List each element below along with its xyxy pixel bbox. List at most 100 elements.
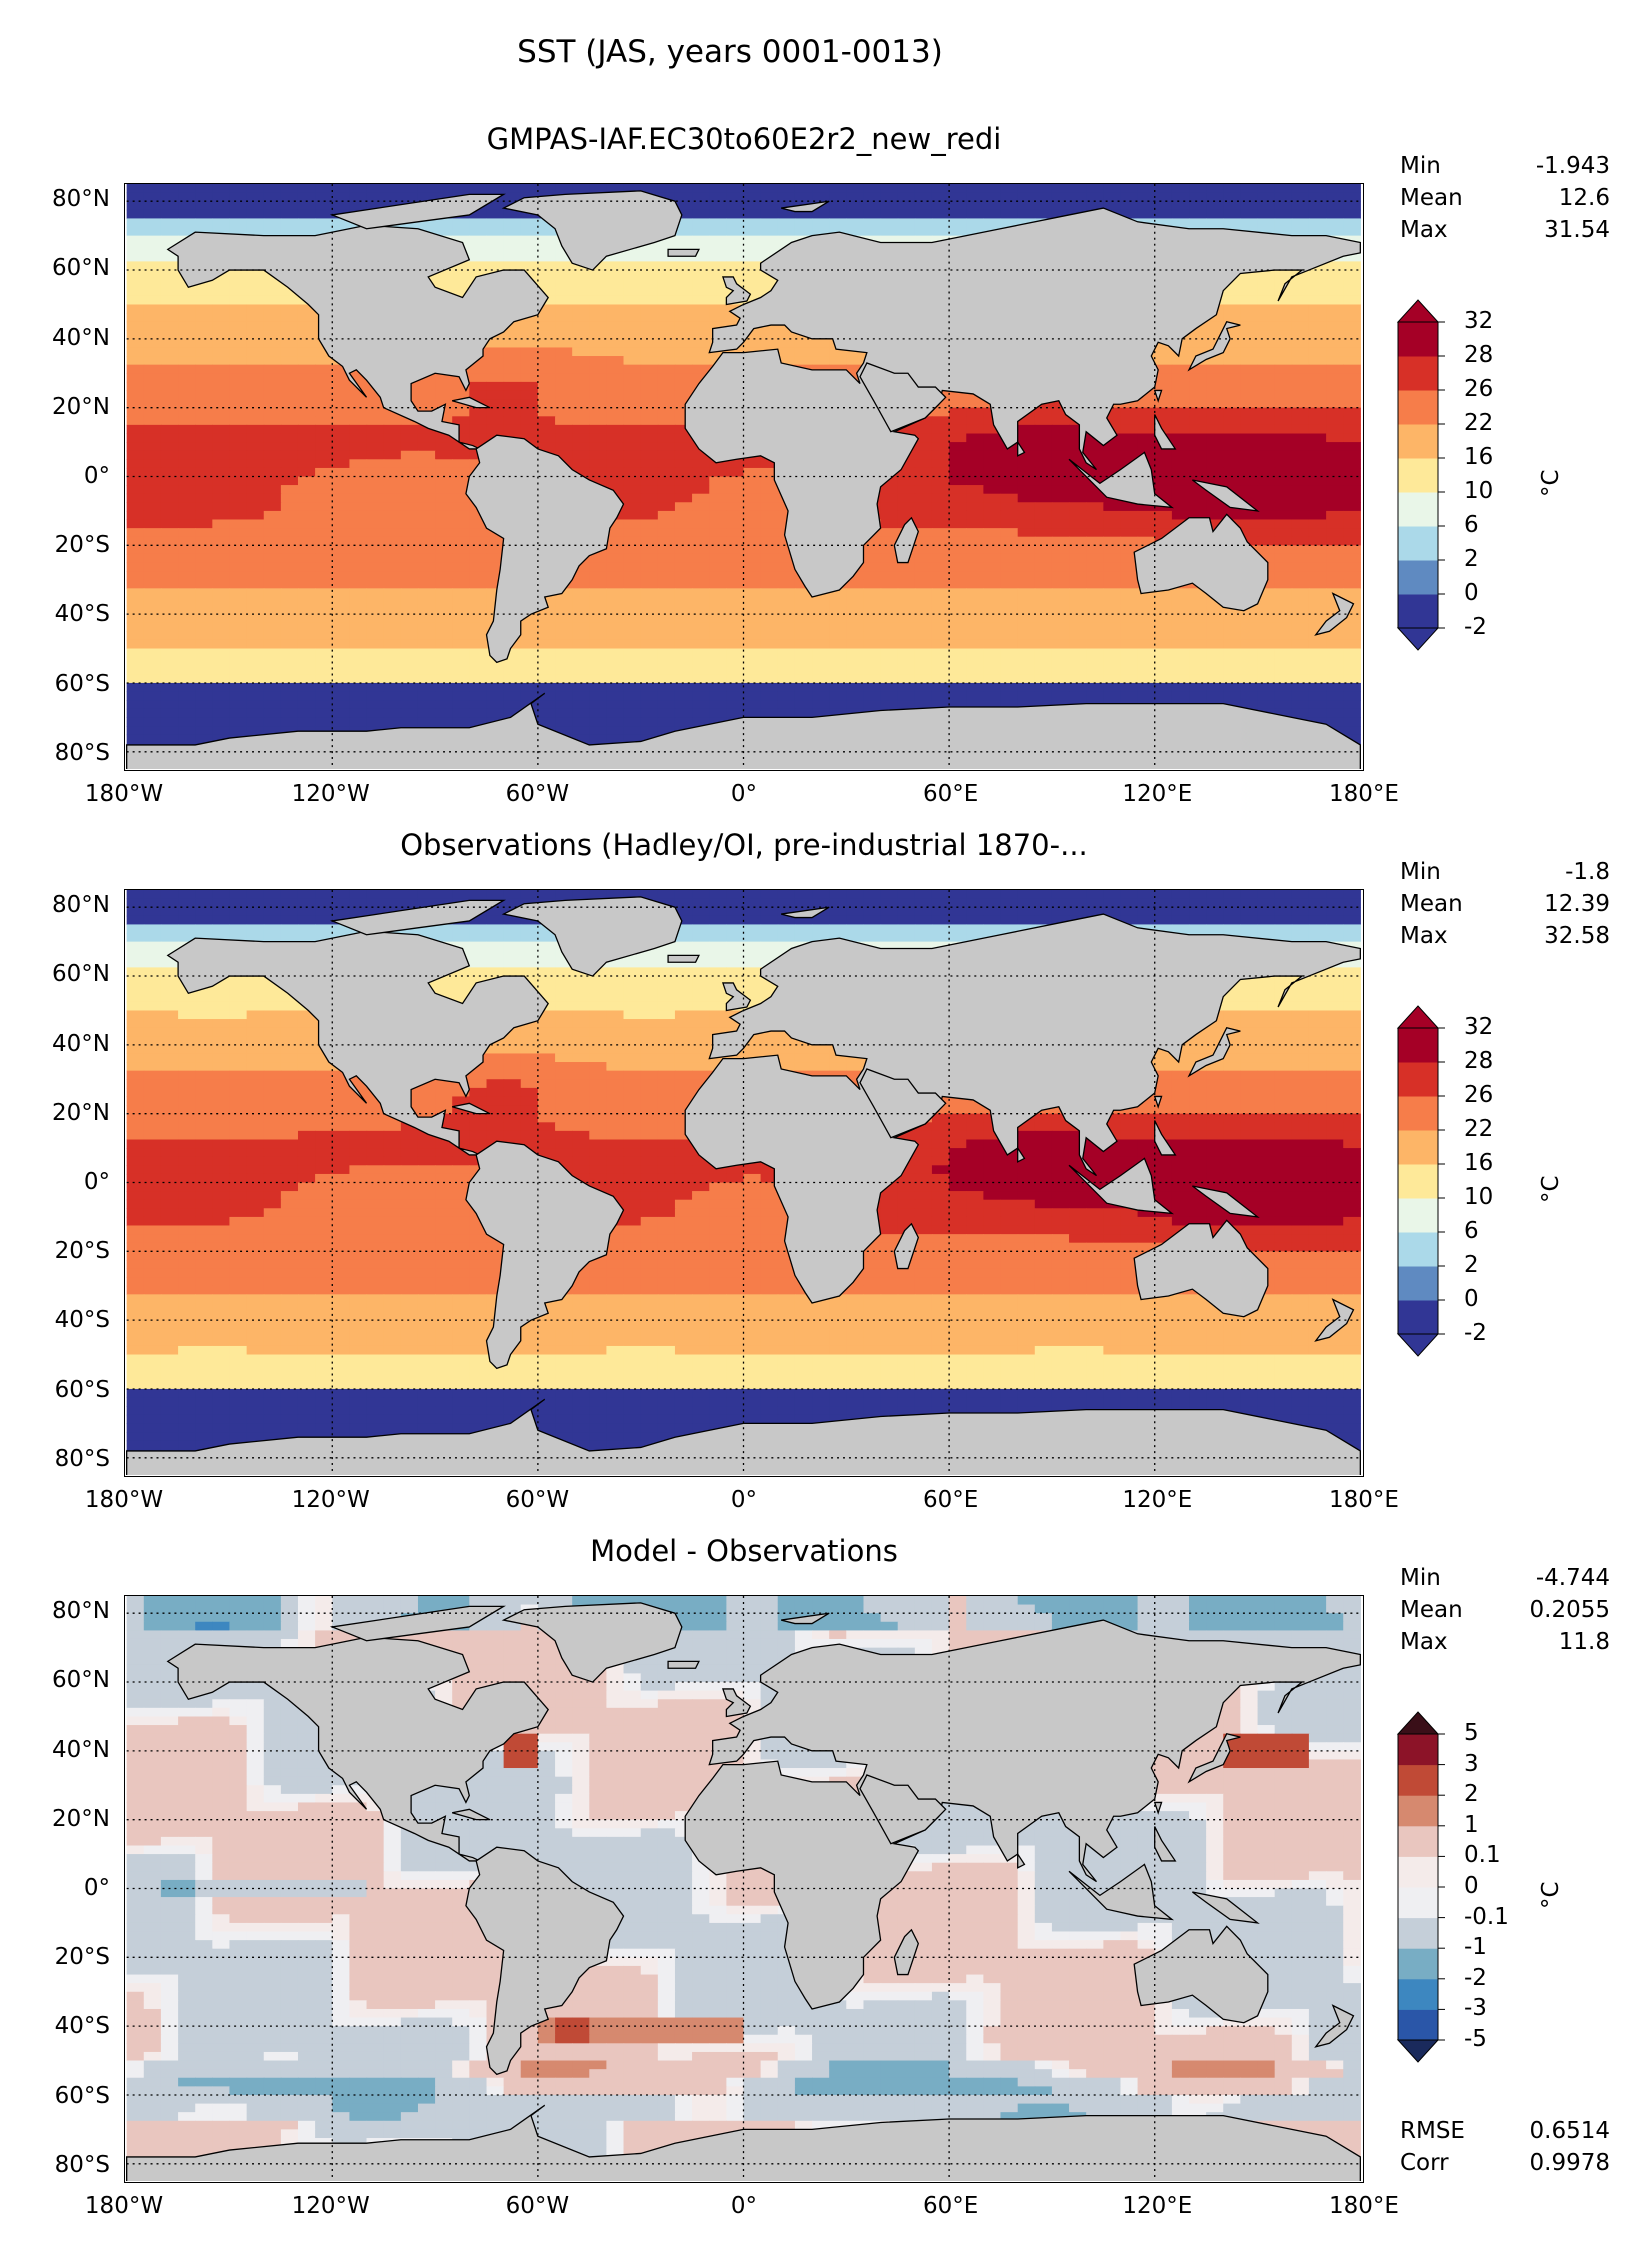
field-cell	[760, 648, 779, 658]
field-cell	[435, 270, 453, 280]
field-cell	[520, 424, 539, 435]
field-cell	[606, 571, 625, 581]
field-cell	[1308, 356, 1327, 366]
field-cell	[1326, 184, 1344, 194]
field-cell	[794, 347, 813, 357]
field-cell	[1120, 416, 1139, 426]
field-cell	[297, 674, 316, 684]
field-cell	[555, 450, 573, 460]
field-cell	[1274, 622, 1293, 632]
field-cell	[863, 571, 882, 581]
field-cell	[1274, 218, 1293, 228]
field-cell	[126, 270, 145, 280]
landmass-eurasia-africa	[684, 207, 1361, 598]
field-cell	[452, 717, 470, 727]
field-cell	[794, 218, 813, 228]
field-cell	[160, 459, 179, 469]
field-cell	[555, 433, 573, 443]
field-cell	[674, 674, 693, 684]
field-cell	[1051, 467, 1070, 478]
field-cell	[931, 407, 950, 417]
field-cell	[195, 536, 213, 546]
field-cell	[1103, 562, 1122, 572]
field-cell	[349, 373, 368, 383]
field-cell	[178, 674, 196, 684]
field-cell	[589, 295, 607, 305]
field-cell	[640, 708, 659, 718]
field-cell	[640, 536, 659, 546]
field-cell	[1343, 184, 1361, 194]
field-cell	[1223, 381, 1241, 392]
field-cell	[1189, 596, 1207, 607]
field-cell	[1069, 476, 1087, 486]
field-cell	[280, 476, 299, 486]
field-cell	[246, 691, 265, 701]
field-cell	[349, 493, 368, 503]
field-cell	[400, 579, 419, 589]
field-cell	[812, 665, 830, 675]
field-cell	[537, 278, 556, 288]
field-cell	[1086, 562, 1104, 572]
field-cell	[212, 648, 231, 658]
field-cell	[572, 657, 590, 667]
field-cell	[1120, 545, 1139, 555]
field-cell	[1274, 304, 1293, 314]
field-cell	[623, 510, 642, 521]
field-cell	[366, 459, 385, 469]
field-cell	[537, 399, 556, 409]
field-cell	[537, 270, 556, 280]
field-cell	[195, 407, 213, 417]
field-cell	[983, 639, 1002, 650]
field-cell	[143, 209, 162, 219]
field-cell	[1223, 295, 1241, 305]
field-cell	[1051, 596, 1070, 607]
field-cell	[349, 571, 368, 581]
field-cell	[657, 424, 676, 435]
field-cell	[400, 588, 419, 598]
field-cell	[486, 399, 505, 409]
field-cell	[640, 459, 659, 469]
field-cell	[897, 502, 916, 512]
field-cell	[1086, 579, 1104, 589]
field-cell	[280, 596, 299, 607]
field-cell	[555, 364, 573, 374]
field-cell	[726, 467, 745, 478]
field-cell	[1257, 270, 1276, 280]
field-cell	[1103, 605, 1122, 615]
field-cell	[280, 622, 299, 632]
field-cell	[983, 218, 1002, 228]
field-cell	[1274, 528, 1293, 538]
field-cell	[1326, 605, 1344, 615]
field-cell	[1120, 201, 1139, 211]
field-cell	[812, 631, 830, 641]
field-cell	[1189, 493, 1207, 503]
field-cell	[315, 399, 333, 409]
field-cell	[1000, 579, 1019, 589]
field-cell	[263, 691, 282, 701]
field-cell	[589, 399, 607, 409]
field-cell	[623, 639, 642, 650]
field-cell	[1189, 338, 1207, 348]
field-cell	[1137, 390, 1156, 400]
field-cell	[555, 347, 573, 357]
field-cell	[1120, 519, 1139, 529]
field-cell	[760, 330, 779, 340]
field-cell	[640, 416, 659, 426]
field-cell	[589, 614, 607, 624]
field-cell	[160, 192, 179, 202]
field-cell	[160, 261, 179, 271]
field-cell	[692, 493, 710, 503]
field-cell	[383, 442, 402, 452]
field-cell	[332, 700, 351, 710]
field-cell	[469, 579, 488, 589]
field-cell	[606, 459, 625, 469]
field-cell	[914, 476, 933, 486]
field-cell	[983, 545, 1002, 555]
field-cell	[1189, 485, 1207, 495]
field-cell	[452, 390, 470, 400]
field-cell	[1343, 209, 1361, 219]
field-cell	[1223, 605, 1241, 615]
field-cell	[692, 373, 710, 383]
field-cell	[297, 184, 316, 194]
field-cell	[143, 571, 162, 581]
